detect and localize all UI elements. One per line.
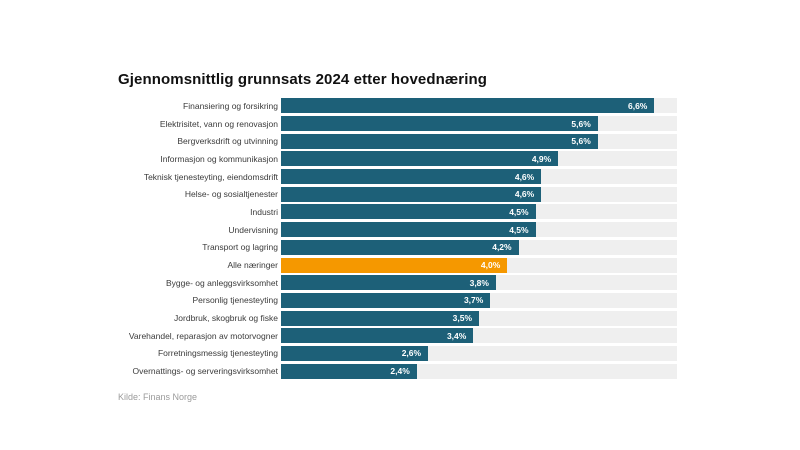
bar: 5,6%: [281, 133, 598, 149]
chart-row: Industri 4,5%: [118, 203, 677, 221]
bar-value-label: 2,4%: [390, 366, 410, 377]
bar: 4,2%: [281, 239, 519, 255]
bar-track: 4,0%: [281, 257, 677, 273]
bar-chart: Finansiering og forsikring 6,6% Elektrisit…: [118, 97, 677, 380]
category-label: Jordbruk, skogbruk og fiske: [174, 313, 278, 324]
bar-track: 4,6%: [281, 169, 677, 185]
category-label: Varehandel, reparasjon av motorvogner: [128, 330, 278, 341]
category-label: Undervisning: [228, 224, 278, 235]
chart-row: Teknisk tjenesteyting, eiendomsdrift 4,6%: [118, 168, 677, 186]
bar-value-label: 4,2%: [492, 242, 512, 253]
chart-row: Finansiering og forsikring 6,6%: [118, 97, 677, 115]
bar: 3,8%: [281, 275, 496, 291]
chart-row: Alle næringer 4,0%: [118, 256, 677, 274]
source-note: Kilde: Finans Norge: [118, 392, 198, 402]
bar-value-label: 4,6%: [514, 189, 535, 200]
category-label: Industri: [250, 206, 278, 217]
bar: 4,5%: [281, 222, 536, 238]
bar-track: 3,8%: [281, 275, 677, 291]
chart-row: Helse- og sosialtjenester 4,6%: [118, 185, 677, 203]
bar: 2,6%: [281, 345, 429, 361]
chart-row: Forretningsmessig tjenesteyting 2,6%: [118, 345, 677, 363]
bar-track: 3,5%: [281, 310, 677, 326]
chart-row: Undervisning 4,5%: [118, 221, 677, 239]
chart-row: Bergverksdrift og utvinning 5,6%: [118, 132, 677, 150]
chart-row: Bygge- og anleggsvirksomhet 3,8%: [118, 274, 677, 292]
bar-track: 4,2%: [281, 239, 677, 255]
bar-value-label: 4,9%: [531, 153, 552, 164]
bar-value-label: 5,6%: [571, 136, 591, 147]
category-label: Bygge- og anleggsvirksomhet: [166, 277, 278, 288]
bar: 3,7%: [281, 292, 491, 308]
category-label: Informasjon og kommunikasjon: [160, 153, 278, 164]
category-label: Alle næringer: [227, 260, 278, 271]
bar-value-label: 3,8%: [469, 277, 489, 288]
chart-row: Personlig tjenesteyting 3,7%: [118, 292, 677, 310]
bar: 3,4%: [281, 328, 474, 344]
category-label: Bergverksdrift og utvinning: [177, 136, 278, 147]
bar-value-label: 3,5%: [452, 313, 472, 324]
bar-track: 4,9%: [281, 151, 677, 167]
chart-row: Transport og lagring 4,2%: [118, 239, 677, 257]
bar-value-label: 3,4%: [446, 330, 467, 341]
bar-track: 5,6%: [281, 116, 677, 132]
bar-track: 3,4%: [281, 328, 677, 344]
chart-title: Gjennomsnittlig grunnsats 2024 etter hov…: [118, 71, 488, 88]
category-label: Helse- og sosialtjenester: [184, 189, 278, 200]
bar-track: 5,6%: [281, 133, 677, 149]
bar-value-label: 4,0%: [480, 260, 501, 271]
category-label: Transport og lagring: [202, 242, 278, 253]
bar-value-label: 3,7%: [463, 295, 484, 306]
bar-value-label: 4,6%: [514, 171, 535, 182]
chart-row: Jordbruk, skogbruk og fiske 3,5%: [118, 309, 677, 327]
bar: 4,9%: [281, 151, 559, 167]
bar: 6,6%: [281, 98, 655, 114]
category-label: Elektrisitet, vann og renovasjon: [159, 118, 278, 129]
bar: 2,4%: [281, 363, 417, 379]
chart-row: Informasjon og kommunikasjon 4,9%: [118, 150, 677, 168]
bar-track: 2,6%: [281, 345, 677, 361]
bar: 4,6%: [281, 169, 542, 185]
chart-row: Overnattings- og serveringsvirksomhet 2,4…: [118, 362, 677, 380]
bar: 4,6%: [281, 186, 542, 202]
bar: 4,5%: [281, 204, 536, 220]
bar-value-label: 4,5%: [509, 224, 529, 235]
category-label: Teknisk tjenesteyting, eiendomsdrift: [143, 171, 278, 182]
bar-track: 3,7%: [281, 292, 677, 308]
bar: 5,6%: [281, 116, 598, 132]
bar-track: 2,4%: [281, 363, 677, 379]
bar-track: 4,5%: [281, 222, 677, 238]
category-label: Forretningsmessig tjenesteyting: [157, 348, 278, 359]
category-label: Finansiering og forsikring: [183, 100, 278, 111]
bar-highlighted: 4,0%: [281, 257, 508, 273]
bar: 3,5%: [281, 310, 479, 326]
bar-track: 4,6%: [281, 186, 677, 202]
bar-value-label: 5,6%: [571, 118, 591, 129]
bar-value-label: 4,5%: [509, 206, 529, 217]
bar-track: 4,5%: [281, 204, 677, 220]
chart-row: Varehandel, reparasjon av motorvogner 3,4…: [118, 327, 677, 345]
bar-track: 6,6%: [281, 98, 677, 114]
category-label: Personlig tjenesteyting: [192, 295, 278, 306]
bar-value-label: 2,6%: [401, 348, 422, 359]
chart-row: Elektrisitet, vann og renovasjon 5,6%: [118, 115, 677, 133]
category-label: Overnattings- og serveringsvirksomhet: [132, 366, 278, 377]
bar-value-label: 6,6%: [627, 100, 648, 111]
